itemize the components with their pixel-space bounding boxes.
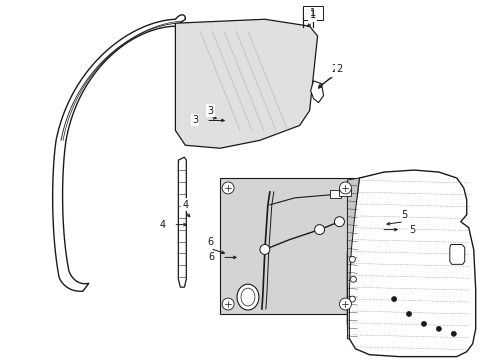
Text: 5: 5 bbox=[400, 210, 407, 220]
Circle shape bbox=[222, 298, 234, 310]
Circle shape bbox=[314, 225, 324, 235]
Text: 6: 6 bbox=[207, 237, 213, 247]
Polygon shape bbox=[346, 178, 359, 339]
Polygon shape bbox=[175, 19, 317, 148]
Polygon shape bbox=[310, 81, 323, 103]
Bar bbox=[329, 190, 341, 198]
Circle shape bbox=[406, 311, 411, 316]
Polygon shape bbox=[178, 157, 186, 287]
Polygon shape bbox=[53, 15, 185, 291]
Polygon shape bbox=[373, 185, 384, 294]
Circle shape bbox=[334, 217, 344, 227]
Text: 1: 1 bbox=[309, 10, 315, 20]
Polygon shape bbox=[449, 244, 464, 264]
Bar bbox=[302, 6, 322, 20]
Text: 2: 2 bbox=[336, 64, 342, 74]
Circle shape bbox=[435, 327, 441, 331]
Text: 2: 2 bbox=[331, 64, 337, 74]
Text: 6: 6 bbox=[208, 252, 214, 262]
Ellipse shape bbox=[237, 284, 258, 310]
Text: 3: 3 bbox=[192, 116, 198, 126]
Circle shape bbox=[391, 297, 396, 302]
Circle shape bbox=[421, 321, 426, 327]
Text: 4: 4 bbox=[182, 200, 188, 210]
Circle shape bbox=[349, 256, 355, 262]
Circle shape bbox=[339, 298, 351, 310]
Bar bbox=[220, 178, 354, 314]
Text: 5: 5 bbox=[408, 225, 414, 235]
Text: 4: 4 bbox=[159, 220, 165, 230]
Bar bbox=[339, 188, 351, 196]
Circle shape bbox=[222, 182, 234, 194]
Polygon shape bbox=[346, 170, 475, 357]
Circle shape bbox=[260, 244, 269, 255]
Circle shape bbox=[349, 296, 355, 302]
Circle shape bbox=[339, 182, 351, 194]
Text: 1: 1 bbox=[309, 8, 315, 18]
Circle shape bbox=[350, 276, 356, 282]
Text: 3: 3 bbox=[207, 105, 213, 116]
Circle shape bbox=[450, 331, 455, 336]
